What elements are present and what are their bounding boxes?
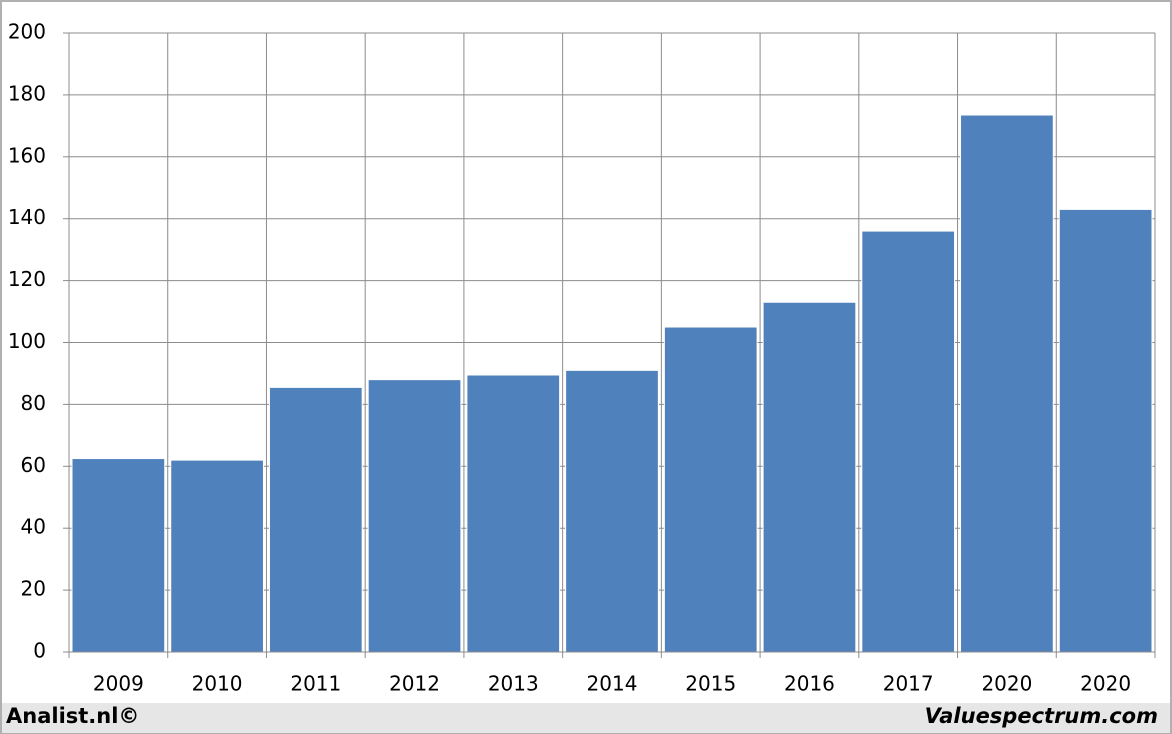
bar (663, 326, 758, 653)
bar (466, 374, 561, 653)
x-tick-label: 2020 (981, 672, 1032, 696)
x-tick-label: 2020 (1080, 672, 1131, 696)
bar (861, 230, 956, 653)
bar (960, 114, 1054, 653)
bar (170, 459, 264, 653)
x-tick-label: 2010 (192, 672, 243, 696)
y-tick-label: 180 (8, 81, 46, 105)
x-tick-label: 2011 (290, 672, 341, 696)
y-tick-label: 160 (8, 143, 46, 167)
credit-left: Analist.nl© (6, 704, 139, 728)
x-tick-label: 2015 (685, 672, 736, 696)
x-tick-label: 2012 (389, 672, 440, 696)
y-tick-label: 80 (21, 391, 46, 415)
x-tick-label: 2009 (93, 672, 144, 696)
y-tick-label: 140 (8, 205, 46, 229)
footer-band (2, 703, 1170, 733)
x-tick-label: 2016 (784, 672, 835, 696)
bar (762, 301, 857, 653)
x-tick-label: 2017 (883, 672, 934, 696)
credit-right: Valuespectrum.com (925, 704, 1158, 728)
bar (268, 386, 363, 653)
bar (1058, 208, 1153, 653)
x-tick-label: 2013 (488, 672, 539, 696)
bar (565, 369, 659, 653)
y-tick-label: 40 (21, 515, 46, 539)
y-tick-label: 0 (33, 639, 46, 663)
y-tick-label: 120 (8, 267, 46, 291)
y-tick-label: 100 (8, 329, 46, 353)
y-tick-label: 20 (21, 577, 46, 601)
y-tick-label: 200 (8, 20, 46, 44)
bar (71, 458, 166, 653)
bar (367, 379, 462, 653)
y-tick-label: 60 (21, 453, 46, 477)
x-tick-label: 2014 (587, 672, 638, 696)
